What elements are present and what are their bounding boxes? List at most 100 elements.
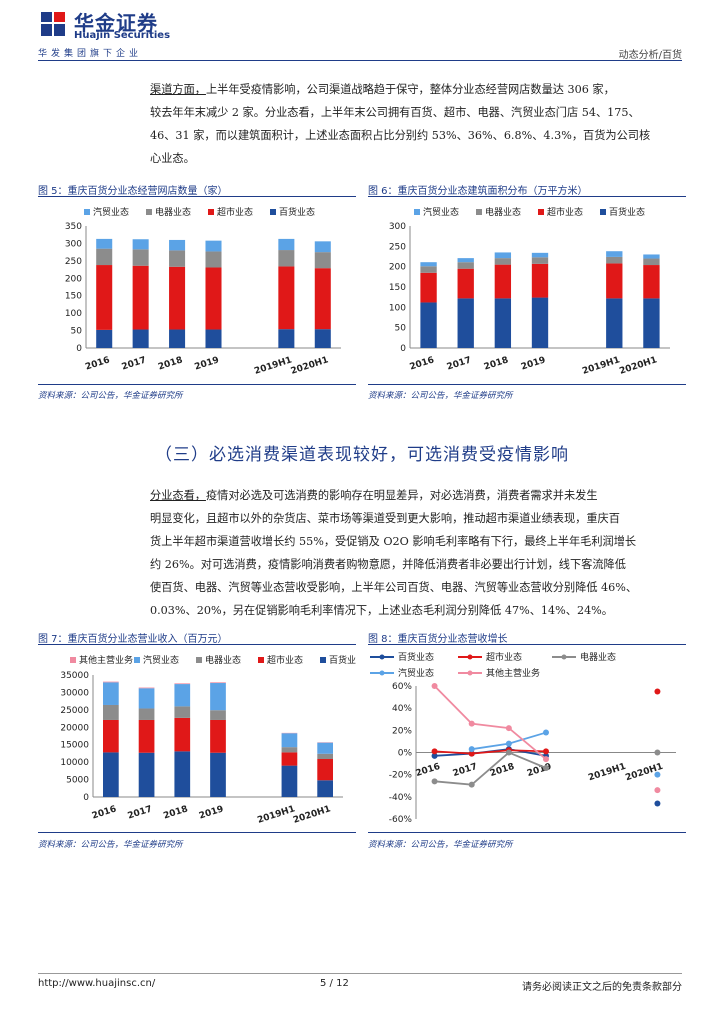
company-logo (38, 8, 68, 40)
x-tick-label: 2020H1 (618, 355, 658, 377)
y-tick-label: -40% (389, 793, 413, 803)
legend-swatch (146, 209, 152, 215)
bar-segment (138, 688, 155, 709)
bar-segment (103, 719, 119, 753)
bar-segment (103, 752, 119, 797)
bar-segment (278, 329, 295, 348)
data-point (654, 800, 661, 807)
y-tick-label: 25000 (60, 706, 89, 716)
y-tick-label: 0 (76, 344, 82, 354)
paragraph-line: 0.03%、20%，另在促销影响毛利率情况下，上述业态毛利润分别降低 47%、1… (150, 604, 613, 617)
bar-segment (457, 298, 474, 348)
y-tick-label: 50 (71, 327, 83, 337)
legend-label: 汽贸业态 (143, 654, 179, 666)
bar-segment (278, 238, 295, 251)
legend-label: 超市业态 (267, 654, 303, 666)
fig6-title: 图 6：重庆百货分业态建筑面积分布（万平方米） (368, 186, 588, 197)
y-tick-label: 35000 (60, 671, 89, 681)
y-tick-label: -20% (389, 771, 413, 781)
bar-segment (103, 682, 119, 705)
x-tick-label: 2018 (489, 762, 516, 779)
bar-segment (643, 258, 660, 266)
fig8-title: 图 8：重庆百货分业态营收增长 (368, 634, 508, 645)
legend-swatch (270, 209, 276, 215)
y-tick-label: 150 (65, 292, 82, 302)
y-tick-label: -60% (389, 815, 413, 825)
data-point (468, 781, 475, 788)
legend-swatch (414, 209, 420, 215)
y-tick-label: 5000 (66, 776, 89, 786)
legend-marker (379, 670, 385, 676)
legend-marker (467, 654, 473, 660)
legend-label: 其他主营业务 (486, 667, 540, 679)
legend-label: 电器业态 (205, 654, 241, 666)
report-type: 动态分析/百货 (618, 50, 682, 61)
legend-label: 电器业态 (155, 206, 191, 218)
bar-segment (606, 298, 623, 348)
legend-label: 百货业态 (329, 654, 356, 666)
bar-segment (138, 719, 155, 753)
legend-marker (379, 654, 385, 660)
paragraph-line: 货上半年超市渠道营收增长约 55%，受促销及 O2O 影响毛利率略有下行，最终上… (150, 535, 637, 548)
bar-segment (643, 265, 660, 299)
company-name-cn: 华金证券 (74, 11, 158, 35)
x-tick-label: 2016 (409, 355, 436, 372)
y-tick-label: 250 (389, 242, 406, 252)
bar-segment (606, 256, 623, 264)
bar-segment (205, 251, 222, 268)
x-tick-label: 2016 (84, 355, 111, 372)
x-tick-label: 2016 (415, 762, 442, 779)
footer-url[interactable]: http://www.huajinsc.cn/ (38, 978, 156, 989)
y-tick-label: 30000 (60, 688, 89, 698)
bar-segment (643, 254, 660, 259)
fig8-source: 资料来源：公司公告，华金证券研究所 (368, 840, 513, 850)
bar-segment (314, 268, 331, 330)
x-tick-label: 2018 (162, 804, 189, 821)
bar-segment (174, 683, 191, 685)
bar-segment (531, 297, 549, 348)
legend-label: 电器业态 (580, 651, 616, 663)
y-tick-label: 50 (395, 324, 407, 334)
legend-swatch (538, 209, 544, 215)
data-point (431, 778, 438, 785)
legend-swatch (84, 209, 90, 215)
bar-segment (317, 742, 333, 754)
bar-segment (103, 681, 119, 683)
bar-segment (281, 752, 298, 766)
data-point (468, 720, 475, 727)
fig5-chart: 汽贸业态 电器业态 超市业态 百货业态 0 50 100 150 200 250 300 350 201… (65, 206, 341, 377)
data-point (543, 729, 549, 736)
data-point (654, 688, 661, 695)
fig5-top-rule (38, 196, 356, 197)
fig6-bottom-rule (368, 384, 686, 385)
bar-segment (531, 263, 549, 298)
bar-segment (420, 266, 437, 273)
data-point (431, 748, 438, 755)
x-tick-label: 2018 (157, 355, 184, 372)
section-title: （三）必选消费渠道表现较好，可选消费受疫情影响 (155, 445, 569, 465)
paragraph-channel: 渠道方面，上半年受疫情影响，公司渠道战略趋于保守，整体分业态经营网店数量达 30… (150, 78, 685, 170)
bar-segment (169, 329, 186, 348)
legend-swatch (320, 657, 326, 663)
y-tick-label: 300 (65, 239, 82, 249)
fig7-title: 图 7：重庆百货分业态营业收入（百万元） (38, 634, 228, 645)
x-tick-label: 2017 (452, 762, 479, 779)
paragraph-line: 较去年年末减少 2 家。分业态看，上半年末公司拥有百货、超市、电器、汽贸业态门店… (150, 106, 640, 119)
x-tick-label: 2017 (127, 804, 154, 821)
bar-segment (278, 266, 295, 330)
x-tick-label: 2019H1 (256, 804, 296, 826)
y-tick-label: 100 (65, 309, 82, 319)
legend-swatch (208, 209, 214, 215)
data-point (654, 787, 661, 794)
legend-label: 百货业态 (279, 206, 315, 218)
paragraph-line: 疫情对必选及可选消费的影响存在明显差异，对必选消费，消费者需求并未发生 (205, 489, 598, 502)
bar-segment (96, 248, 113, 266)
data-point (505, 749, 512, 756)
page-number: 5 / 12 (320, 978, 349, 989)
bar-segment (96, 329, 113, 348)
data-point (431, 683, 438, 689)
data-point (431, 752, 438, 759)
bar-segment (205, 267, 222, 330)
legend-label: 汽贸业态 (93, 206, 129, 218)
